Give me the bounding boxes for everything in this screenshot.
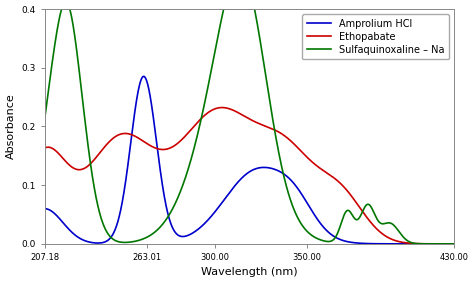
Ethopabate xyxy=(399,241,405,244)
Sulfaquinoxaline – Na xyxy=(399,234,405,237)
Line: Sulfaquinoxaline – Na: Sulfaquinoxaline – Na xyxy=(45,9,454,244)
X-axis label: Wavelength (nm): Wavelength (nm) xyxy=(201,267,298,277)
Amprolium HCl xyxy=(451,242,457,246)
Sulfaquinoxaline – Na xyxy=(42,119,47,122)
Amprolium HCl xyxy=(88,241,94,244)
Y-axis label: Absorbance: Absorbance xyxy=(6,94,16,159)
Amprolium HCl xyxy=(443,242,449,246)
Sulfaquinoxaline – Na xyxy=(451,242,457,246)
Ethopabate xyxy=(42,146,47,150)
Sulfaquinoxaline – Na xyxy=(59,7,64,11)
Ethopabate xyxy=(199,117,204,120)
Amprolium HCl xyxy=(399,242,405,246)
Amprolium HCl xyxy=(113,227,118,230)
Ethopabate xyxy=(113,135,118,138)
Legend: Amprolium HCl, Ethopabate, Sulfaquinoxaline – Na: Amprolium HCl, Ethopabate, Sulfaquinoxal… xyxy=(302,14,449,59)
Ethopabate xyxy=(443,242,449,246)
Sulfaquinoxaline – Na xyxy=(89,168,94,171)
Line: Ethopabate: Ethopabate xyxy=(45,108,454,244)
Amprolium HCl xyxy=(141,75,146,78)
Sulfaquinoxaline – Na xyxy=(199,115,204,119)
Amprolium HCl xyxy=(217,204,222,208)
Ethopabate xyxy=(451,242,457,246)
Line: Amprolium HCl: Amprolium HCl xyxy=(45,76,454,244)
Sulfaquinoxaline – Na xyxy=(217,27,222,31)
Ethopabate xyxy=(219,106,225,109)
Sulfaquinoxaline – Na xyxy=(443,242,449,246)
Ethopabate xyxy=(217,106,222,110)
Sulfaquinoxaline – Na xyxy=(113,239,118,243)
Amprolium HCl xyxy=(42,207,47,210)
Ethopabate xyxy=(88,161,94,165)
Amprolium HCl xyxy=(199,224,204,228)
